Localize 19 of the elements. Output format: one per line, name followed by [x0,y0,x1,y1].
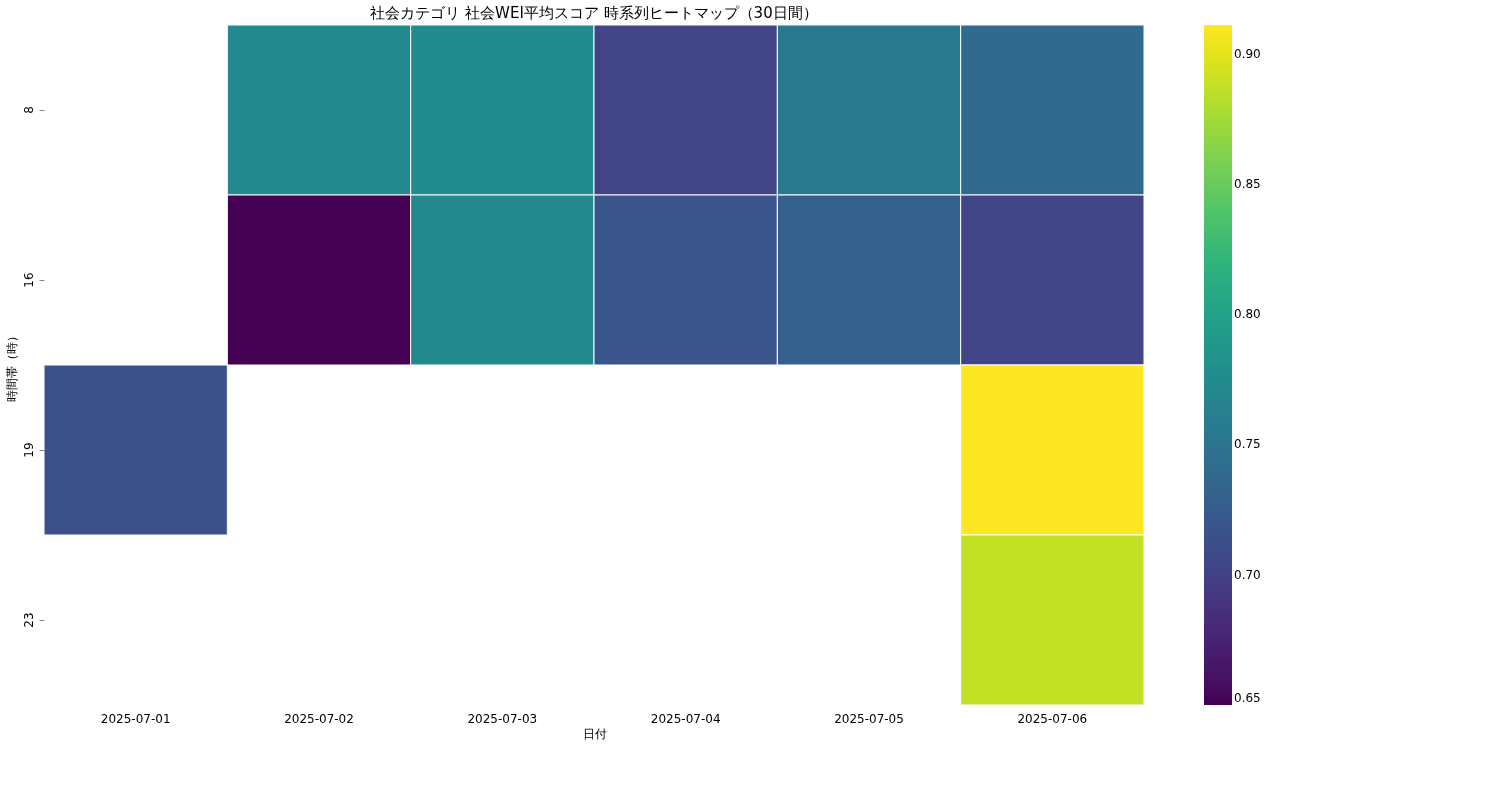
x-tick-label: 2025-07-01 [100,711,171,726]
x-tick-label: 2025-07-03 [467,711,538,726]
color-bar-label: 0.65 [1234,691,1261,705]
y-tick-label: 23 [21,612,36,628]
y-tick-label: 16 [21,272,36,288]
color-bar-label: 0.70 [1234,567,1261,582]
y-tick-label: 8 [21,106,36,114]
x-tick-label: 2025-07-05 [834,711,904,726]
color-bar-label: 0.80 [1234,307,1261,322]
y-tick-label: 19 [21,442,36,458]
color-bar-label: 0.90 [1234,46,1261,61]
x-tick-label: 2025-07-04 [650,711,721,726]
y-axis-title: 時間帯（時） [4,329,19,402]
chart-title: 社会カテゴリ 社会WEI平均スコア 時系列ヒートマップ（30日間） [370,3,818,22]
color-bar-label: 0.75 [1234,437,1261,452]
x-axis-title: 日付 [582,726,607,741]
color-bar-label: 0.85 [1234,176,1261,191]
x-tick-label: 2025-07-06 [1017,711,1088,726]
x-tick-label: 2025-07-02 [284,711,354,726]
